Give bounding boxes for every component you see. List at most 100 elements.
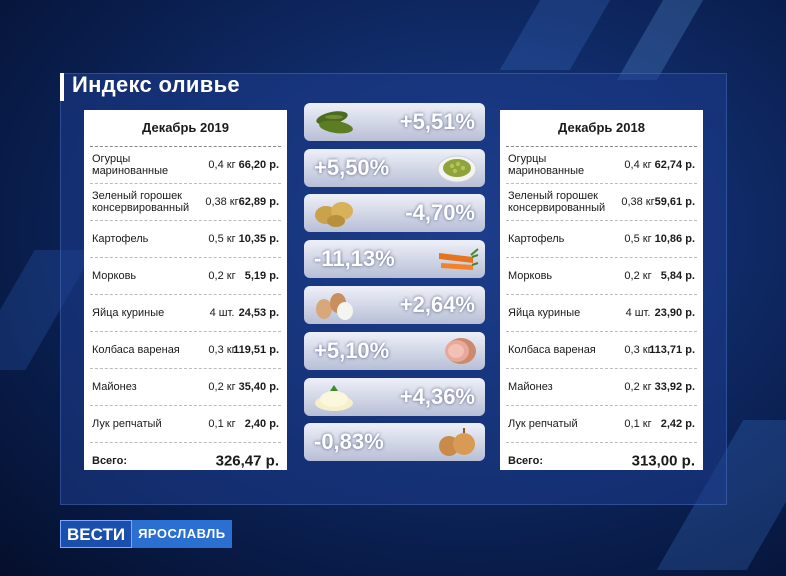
item-name: Яйца куриные	[508, 307, 581, 319]
item-quantity: 0,3 кг	[624, 344, 652, 356]
table-row: Картофель 0,5 кг 10,35 р.	[90, 221, 281, 258]
item-price: 24,53 р.	[238, 307, 279, 319]
item-price: 5,84 р.	[660, 270, 695, 282]
table-row: Колбаса вареная 0,3 кг 113,71 р.	[506, 332, 697, 369]
item-price: 5,19 р.	[244, 270, 279, 282]
item-quantity: 0,3 кг	[208, 344, 236, 356]
item-price: 23,90 р.	[654, 307, 695, 319]
table-row: Колбаса вареная 0,3 кг 119,51 р.	[90, 332, 281, 369]
potatoes-icon	[315, 202, 353, 227]
item-name: Лук репчатый	[508, 418, 578, 430]
sausage-icon	[445, 338, 476, 364]
change-value: +2,64%	[399, 292, 475, 317]
mayonnaise-icon	[315, 385, 353, 411]
change-pill-pickles: +5,51%	[304, 103, 485, 141]
table-row: Морковь 0,2 кг 5,84 р.	[506, 258, 697, 295]
change-value: +4,36%	[399, 384, 475, 409]
item-quantity: 0,5 кг	[624, 233, 652, 245]
change-pill-sausage: +5,10%	[304, 332, 485, 370]
change-pill-peas: +5,50%	[304, 149, 485, 187]
item-price: 35,40 р.	[238, 381, 279, 393]
title-accent-bar	[60, 73, 64, 101]
total-label: Всего:	[92, 455, 127, 467]
change-pill-onions: -0,83%	[304, 423, 485, 461]
change-value: +5,51%	[399, 109, 475, 134]
item-name: Лук репчатый	[92, 418, 162, 430]
item-quantity: 0,38 кг	[621, 196, 655, 208]
item-price: 62,74 р.	[654, 159, 695, 171]
item-price: 2,42 р.	[660, 418, 695, 430]
item-name: Майонез	[508, 381, 553, 393]
item-price: 59,61 р.	[654, 196, 695, 208]
change-pill-mayonnaise: +4,36%	[304, 378, 485, 416]
item-quantity: 0,1 кг	[624, 418, 652, 430]
change-pill-eggs: +2,64%	[304, 286, 485, 324]
total-value: 326,47 р.	[215, 452, 279, 470]
item-name: Картофель	[92, 233, 149, 245]
table-row: Картофель 0,5 кг 10,86 р.	[506, 221, 697, 258]
change-pill-potatoes: -4,70%	[304, 194, 485, 232]
item-name: Морковь	[508, 270, 553, 282]
page-title: Индекс оливье	[72, 72, 240, 97]
total-label: Всего:	[508, 455, 543, 467]
peas-icon	[437, 155, 477, 183]
price-table-2018: Декабрь 2018 Огурцы маринованные 0,4 кг 62…	[500, 110, 703, 470]
item-quantity: 0,2 кг	[208, 381, 236, 393]
item-quantity: 0,1 кг	[208, 418, 236, 430]
table-row: Яйца куриные 4 шт. 23,90 р.	[506, 295, 697, 332]
item-name: Огурцы маринованные	[508, 153, 585, 177]
channel-logo: ВЕСТИ ЯРОСЛАВЛЬ	[60, 520, 232, 548]
price-table-2019: Декабрь 2019 Огурцы маринованные 0,4 кг 66…	[84, 110, 287, 470]
carrots-icon	[439, 248, 479, 270]
item-price: 66,20 р.	[238, 159, 279, 171]
change-value: +5,50%	[314, 155, 390, 180]
table-row: Яйца куриные 4 шт. 24,53 р.	[90, 295, 281, 332]
logo-brand: ВЕСТИ	[60, 520, 133, 548]
table-row: Лук репчатый 0,1 кг 2,42 р.	[506, 406, 697, 443]
table-header: Декабрь 2018	[506, 110, 697, 147]
item-name: Картофель	[508, 233, 565, 245]
table-total-row: Всего: 313,00 р.	[506, 443, 697, 479]
logo-city: ЯРОСЛАВЛЬ	[132, 520, 232, 548]
pickles-icon	[316, 111, 353, 134]
onions-icon	[439, 428, 475, 456]
item-name: Колбаса вареная	[92, 344, 180, 356]
change-value: -4,70%	[405, 200, 475, 225]
item-price: 33,92 р.	[654, 381, 695, 393]
table-row: Огурцы маринованные 0,4 кг 62,74 р.	[506, 147, 697, 184]
item-quantity: 0,38 кг	[205, 196, 239, 208]
background-stripe	[616, 0, 704, 80]
item-quantity: 0,2 кг	[624, 270, 652, 282]
item-name: Майонез	[92, 381, 137, 393]
table-row: Зеленый горошек консервированный 0,38 кг 5…	[506, 184, 697, 221]
change-value: +5,10%	[314, 338, 390, 363]
item-price: 10,86 р.	[654, 233, 695, 245]
item-price: 119,51 р.	[233, 344, 279, 356]
item-quantity: 0,2 кг	[624, 381, 652, 393]
item-name: Зеленый горошек консервированный	[92, 190, 190, 214]
item-name: Огурцы маринованные	[92, 153, 169, 177]
item-name: Морковь	[92, 270, 137, 282]
table-row: Огурцы маринованные 0,4 кг 66,20 р.	[90, 147, 281, 184]
table-total-row: Всего: 326,47 р.	[90, 443, 281, 479]
item-price: 10,35 р.	[238, 233, 279, 245]
change-value: -11,13%	[314, 246, 395, 271]
table-row: Майонез 0,2 кг 33,92 р.	[506, 369, 697, 406]
item-quantity: 0,5 кг	[208, 233, 236, 245]
table-row: Морковь 0,2 кг 5,19 р.	[90, 258, 281, 295]
eggs-icon	[316, 293, 353, 320]
item-name: Яйца куриные	[92, 307, 165, 319]
item-quantity: 4 шт.	[209, 307, 235, 319]
item-quantity: 0,4 кг	[624, 159, 652, 171]
change-pill-carrots: -11,13%	[304, 240, 485, 278]
table-row: Лук репчатый 0,1 кг 2,40 р.	[90, 406, 281, 443]
total-value: 313,00 р.	[631, 452, 695, 470]
table-row: Майонез 0,2 кг 35,40 р.	[90, 369, 281, 406]
table-row: Зеленый горошек консервированный 0,38 кг 6…	[90, 184, 281, 221]
change-value: -0,83%	[314, 429, 384, 454]
table-header: Декабрь 2019	[90, 110, 281, 147]
item-quantity: 4 шт.	[625, 307, 651, 319]
item-quantity: 0,4 кг	[208, 159, 236, 171]
item-price: 113,71 р.	[649, 344, 695, 356]
item-name: Колбаса вареная	[508, 344, 596, 356]
